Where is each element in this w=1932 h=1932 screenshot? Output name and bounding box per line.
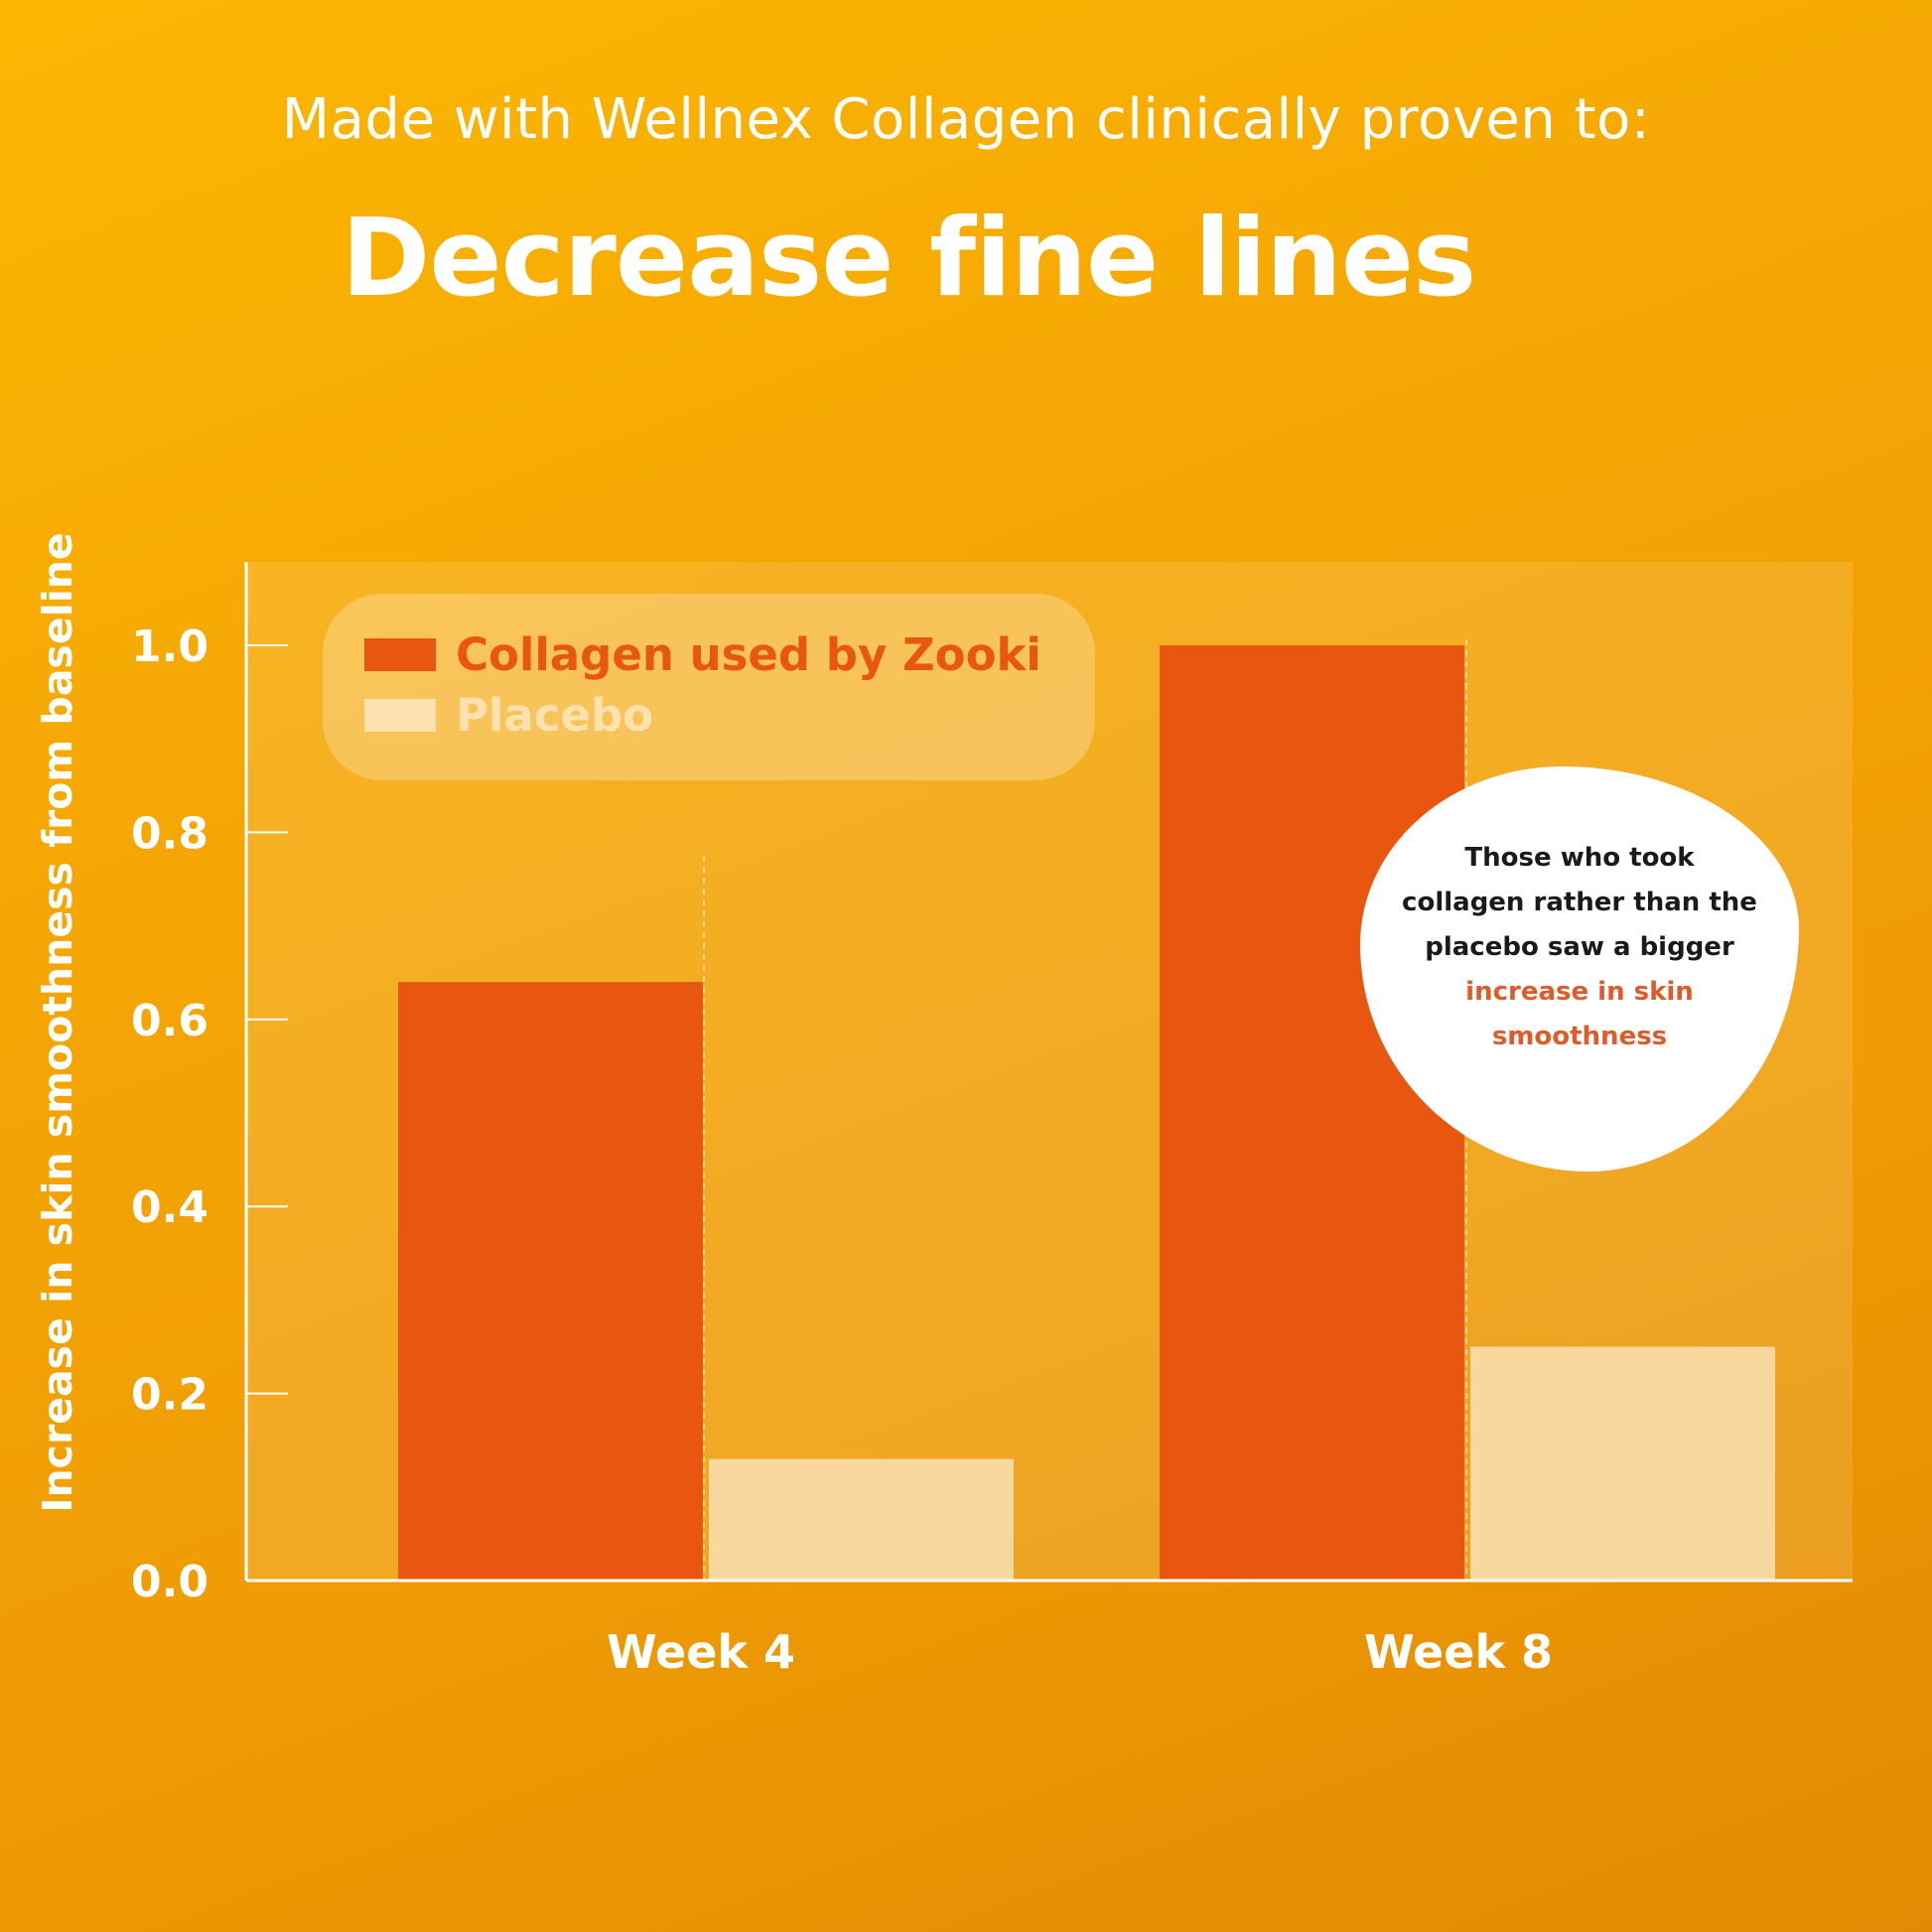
legend-swatch-collagen	[364, 638, 436, 671]
y-tick-label: 1.0	[131, 621, 208, 672]
callout-main-text: Those who took collagen rather than the …	[1402, 843, 1757, 962]
legend: Collagen used by Zooki Placebo	[323, 594, 1095, 780]
x-tick-label: Week 4	[607, 1625, 795, 1679]
bar-collagen-week4	[398, 982, 703, 1581]
legend-swatch-placebo	[364, 699, 436, 732]
chart-subtitle: Made with Wellnex Collagen clinically pr…	[281, 87, 1651, 152]
legend-label-collagen: Collagen used by Zooki	[456, 628, 1041, 681]
chart-title: Decrease fine lines	[341, 197, 1477, 321]
y-tick-label: 0.8	[131, 808, 208, 859]
y-tick-label: 0.0	[131, 1557, 208, 1607]
bar-collagen-week8	[1160, 645, 1464, 1581]
legend-label-placebo: Placebo	[456, 689, 654, 742]
legend-item-collagen: Collagen used by Zooki	[364, 628, 1041, 681]
bar-placebo-week8	[1470, 1346, 1775, 1581]
legend-item-placebo: Placebo	[364, 689, 653, 742]
y-tick-label: 0.2	[131, 1370, 208, 1421]
y-axis-label: Increase in skin smoothness from baselin…	[34, 532, 81, 1513]
callout-highlight-text: increase in skin smoothness	[1465, 977, 1694, 1051]
y-tick-label: 0.4	[131, 1182, 208, 1233]
callout-bubble: Those who took collagen rather than the …	[1360, 766, 1799, 1172]
callout-text: Those who took collagen rather than the …	[1400, 836, 1759, 1059]
bar-placebo-week4	[709, 1458, 1014, 1581]
y-tick-label: 0.6	[131, 996, 208, 1046]
x-tick-label: Week 8	[1364, 1625, 1553, 1679]
